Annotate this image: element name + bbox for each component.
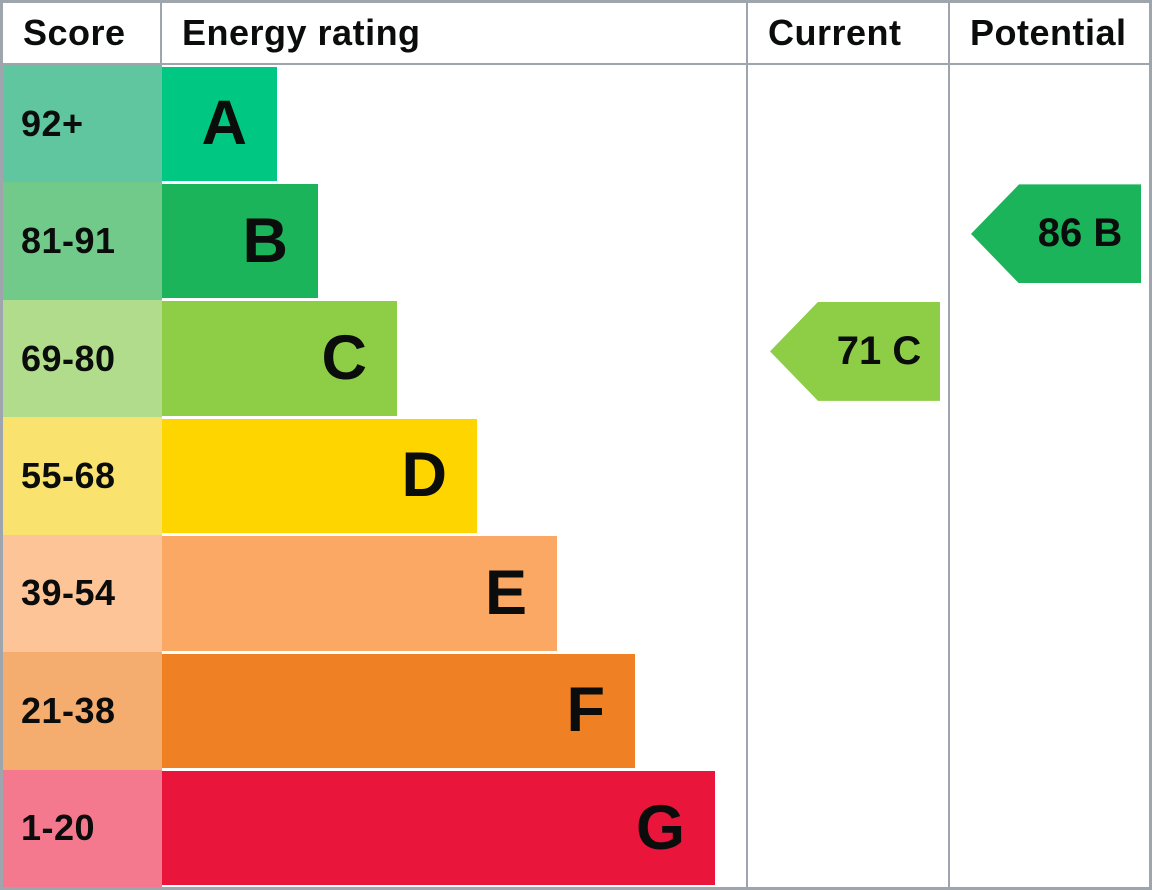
- current-cell: [748, 652, 950, 770]
- score-range: 55-68: [21, 454, 116, 496]
- rating-letter: D: [401, 440, 448, 511]
- score-range: 81-91: [21, 220, 116, 262]
- rating-bar: G: [162, 771, 715, 886]
- current-cell: [748, 65, 950, 183]
- potential-rating-label: 86 B: [1037, 211, 1123, 256]
- current-cell: [748, 534, 950, 653]
- rating-bar: C: [162, 301, 397, 416]
- score-cell: 21-38: [3, 652, 162, 770]
- potential-cell: 86 B: [950, 182, 1149, 300]
- rating-letter: B: [242, 205, 289, 276]
- rating-bar-area: C: [162, 299, 748, 418]
- rating-bar-area: F: [162, 652, 748, 770]
- rating-bar-area: A: [162, 65, 748, 183]
- score-range: 1-20: [21, 807, 96, 849]
- rating-letter: C: [321, 323, 368, 394]
- potential-rating-arrow: 86 B: [971, 184, 1141, 284]
- band-row: 21-38 F: [3, 652, 1149, 770]
- score-range: 21-38: [21, 689, 116, 731]
- score-cell: 1-20: [3, 769, 162, 887]
- current-cell: 71 C: [748, 299, 950, 418]
- potential-cell: [950, 652, 1149, 770]
- score-cell: 81-91: [3, 182, 162, 300]
- rating-letter: G: [635, 792, 685, 863]
- current-rating-arrow: 71 C: [770, 301, 940, 401]
- potential-cell: [950, 769, 1149, 887]
- header-current: Current: [748, 3, 950, 63]
- rating-letter: A: [201, 88, 248, 159]
- bands: 92+ A 81-91 B: [3, 65, 1149, 887]
- rating-letter: E: [484, 557, 527, 628]
- current-rating-label: 71 C: [836, 328, 922, 373]
- current-cell: [748, 182, 950, 300]
- band-row: 55-68 D: [3, 417, 1149, 535]
- rating-bar: F: [162, 653, 635, 769]
- potential-cell: [950, 65, 1149, 183]
- current-cell: [748, 417, 950, 535]
- band-row: 39-54 E: [3, 534, 1149, 653]
- rating-bar: B: [162, 183, 318, 299]
- rating-letter: F: [566, 675, 605, 746]
- score-range: 39-54: [21, 572, 116, 614]
- potential-cell: [950, 417, 1149, 535]
- potential-cell: [950, 534, 1149, 653]
- rating-bar: D: [162, 418, 477, 534]
- band-row: 1-20 G: [3, 769, 1149, 887]
- current-cell: [748, 769, 950, 887]
- header-score: Score: [3, 3, 162, 63]
- rating-bar-area: E: [162, 534, 748, 653]
- rating-bar: A: [162, 66, 277, 181]
- score-cell: 69-80: [3, 299, 162, 418]
- rating-bar-area: D: [162, 417, 748, 535]
- header-potential: Potential: [970, 12, 1127, 53]
- band-row: 92+ A: [3, 65, 1149, 183]
- header-row: Score Energy rating Current Potential: [3, 3, 1149, 65]
- score-cell: 39-54: [3, 534, 162, 653]
- band-row: 69-80 C 71 C: [3, 299, 1149, 418]
- header-energy-rating: Energy rating: [162, 3, 748, 63]
- rating-bar-area: G: [162, 769, 748, 887]
- score-cell: 92+: [3, 65, 162, 183]
- score-range: 69-80: [21, 337, 116, 379]
- potential-cell: [950, 299, 1149, 418]
- rating-bar: E: [162, 536, 557, 651]
- score-range: 92+: [21, 102, 84, 144]
- band-row: 81-91 B 86 B: [3, 182, 1149, 300]
- rating-bar-area: B: [162, 182, 748, 300]
- score-cell: 55-68: [3, 417, 162, 535]
